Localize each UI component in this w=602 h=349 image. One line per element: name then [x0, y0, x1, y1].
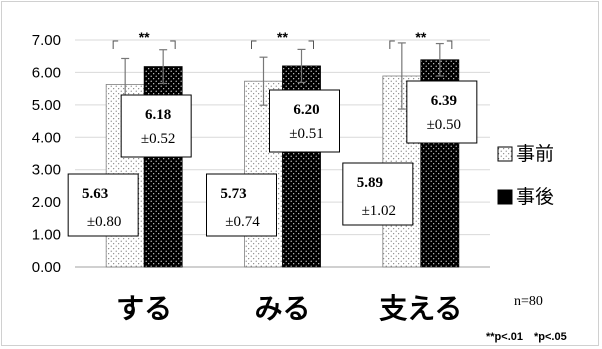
data-label-mean-pre: 5.63: [82, 186, 108, 202]
data-label-sd-post: ±0.52: [141, 131, 175, 147]
x-category-label: する: [116, 292, 172, 325]
bracket-right: [170, 40, 176, 49]
data-label-mean-pre: 5.73: [220, 186, 246, 202]
y-tick-label: 0.00: [32, 259, 61, 276]
data-label-sd-pre: ±0.80: [87, 214, 121, 230]
y-tick-label: 2.00: [32, 194, 61, 211]
significance-mark: **: [277, 29, 288, 45]
significance-mark: **: [139, 29, 150, 45]
bracket-right: [446, 40, 453, 49]
significance-mark: **: [415, 29, 426, 45]
label-box-pre: [342, 162, 414, 226]
data-label-sd-post: ±0.51: [289, 126, 323, 142]
bracket-left: [251, 40, 257, 49]
y-tick-label: 4.00: [32, 129, 61, 146]
y-axis: 0.00 1.00 2.00 3.00 4.00 5.00 6.00 7.00: [32, 32, 61, 276]
label-box-pre: [67, 173, 139, 237]
x-category-label: みる: [254, 292, 310, 325]
legend-label-pre: 事前: [516, 143, 554, 165]
label-box-post: [120, 94, 192, 158]
sample-size-label: n=80: [514, 294, 543, 309]
data-label-sd-pre: ±1.02: [362, 203, 396, 219]
x-axis: する みる 支える: [116, 292, 462, 325]
y-tick-label: 1.00: [32, 227, 61, 244]
bracket-left: [112, 40, 119, 49]
data-label-mean-post: 6.39: [431, 93, 457, 109]
legend-label-post: 事後: [516, 186, 554, 208]
label-box-post: [406, 80, 478, 144]
legend-swatch-pre: [497, 146, 513, 162]
y-tick-label: 7.00: [32, 32, 61, 49]
data-label-sd-post: ±0.50: [427, 117, 461, 133]
y-tick-label: 5.00: [32, 97, 61, 114]
y-tick-label: 6.00: [32, 64, 61, 81]
data-label-sd-pre: ±0.74: [225, 214, 260, 230]
bracket-left: [389, 40, 395, 49]
significance-footnote: **p<.01 *p<.05: [486, 331, 567, 343]
data-label-mean-post: 6.18: [145, 107, 171, 123]
data-label-boxes: 6.18 ±0.52 5.63 ±0.80 6.20 ±0.51 5.73 ±0.74 6.39…: [67, 80, 478, 237]
legend-swatch-post: [497, 189, 513, 205]
label-box-pre: [206, 173, 277, 237]
data-label-mean-post: 6.20: [293, 102, 319, 118]
significance-brackets: ** ** **: [112, 29, 453, 49]
data-label-mean-pre: 5.89: [357, 175, 383, 191]
label-box-post: [269, 89, 340, 153]
x-category-label: 支える: [379, 292, 462, 325]
bracket-right: [308, 40, 314, 49]
y-tick-label: 3.00: [32, 162, 61, 179]
